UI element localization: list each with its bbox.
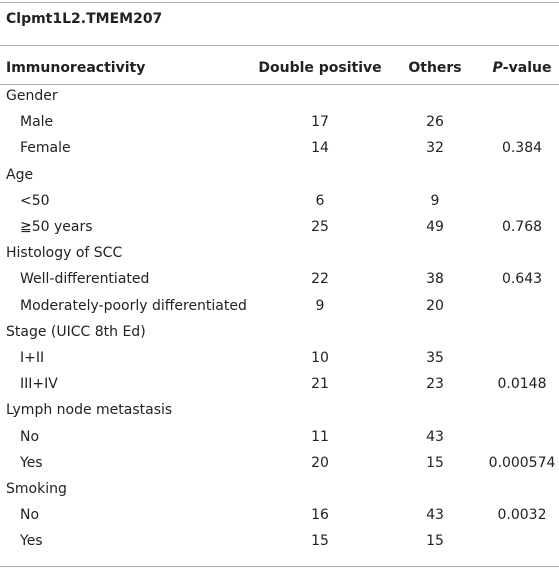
cell: 22 — [311, 271, 329, 288]
row-label: III+IV — [20, 376, 58, 393]
cell: 10 — [311, 350, 329, 366]
row-label: Male — [20, 114, 54, 131]
cell: 11 — [311, 428, 329, 445]
cell: 20 — [426, 297, 444, 314]
group-label: Age — [6, 166, 34, 183]
cell: 15 — [426, 533, 444, 550]
row-label: Well-differentiated — [20, 271, 150, 288]
row-label: ≧50 years — [20, 219, 93, 235]
p-value: 0.384 — [501, 140, 543, 157]
row-label: <50 — [20, 192, 50, 209]
p-value: 0.0032 — [497, 507, 547, 524]
cell: 17 — [311, 114, 329, 131]
cell: 21 — [311, 376, 329, 393]
row-label: Moderately-poorly differentiated — [20, 297, 247, 314]
cell: 15 — [426, 454, 444, 471]
table-title: Clpmt1L2.TMEM207 — [6, 11, 163, 27]
cell: 6 — [315, 192, 325, 209]
rule — [0, 566, 559, 567]
cell: 32 — [426, 140, 444, 157]
p-value: 0.768 — [501, 219, 543, 235]
column-header: Others — [408, 60, 462, 76]
cell: 43 — [426, 507, 444, 524]
row-label: Female — [20, 140, 71, 157]
row-label: Yes — [20, 454, 43, 471]
cell: 15 — [311, 533, 329, 550]
cell: 38 — [426, 271, 444, 288]
group-label: Histology of SCC — [6, 245, 123, 262]
cell: 20 — [311, 454, 329, 471]
rule — [0, 45, 559, 46]
column-header: Double positive — [258, 60, 382, 76]
row-label: I+II — [20, 350, 45, 366]
cell: 16 — [311, 507, 329, 524]
cell: 14 — [311, 140, 329, 157]
rule — [0, 84, 559, 85]
p-value: 0.000574 — [488, 454, 556, 471]
cell: 23 — [426, 376, 444, 393]
cell: 9 — [430, 192, 440, 209]
cell: 43 — [426, 428, 444, 445]
rule — [0, 2, 559, 3]
row-label: Yes — [20, 533, 43, 550]
cell: 35 — [426, 350, 444, 366]
p-value: 0.0148 — [497, 376, 547, 393]
row-label: No — [20, 428, 40, 445]
group-label: Lymph node metastasis — [6, 402, 173, 419]
cell: 49 — [426, 219, 444, 235]
p-value: 0.643 — [501, 271, 543, 288]
column-header: Immunoreactivity — [6, 60, 146, 76]
column-header: P-value — [492, 60, 552, 76]
row-label: No — [20, 507, 40, 524]
group-label: Gender — [6, 88, 58, 104]
cell: 9 — [315, 297, 325, 314]
cell: 25 — [311, 219, 329, 235]
group-label: Stage (UICC 8th Ed) — [6, 323, 146, 340]
group-label: Smoking — [6, 481, 67, 497]
cell: 26 — [426, 114, 444, 131]
